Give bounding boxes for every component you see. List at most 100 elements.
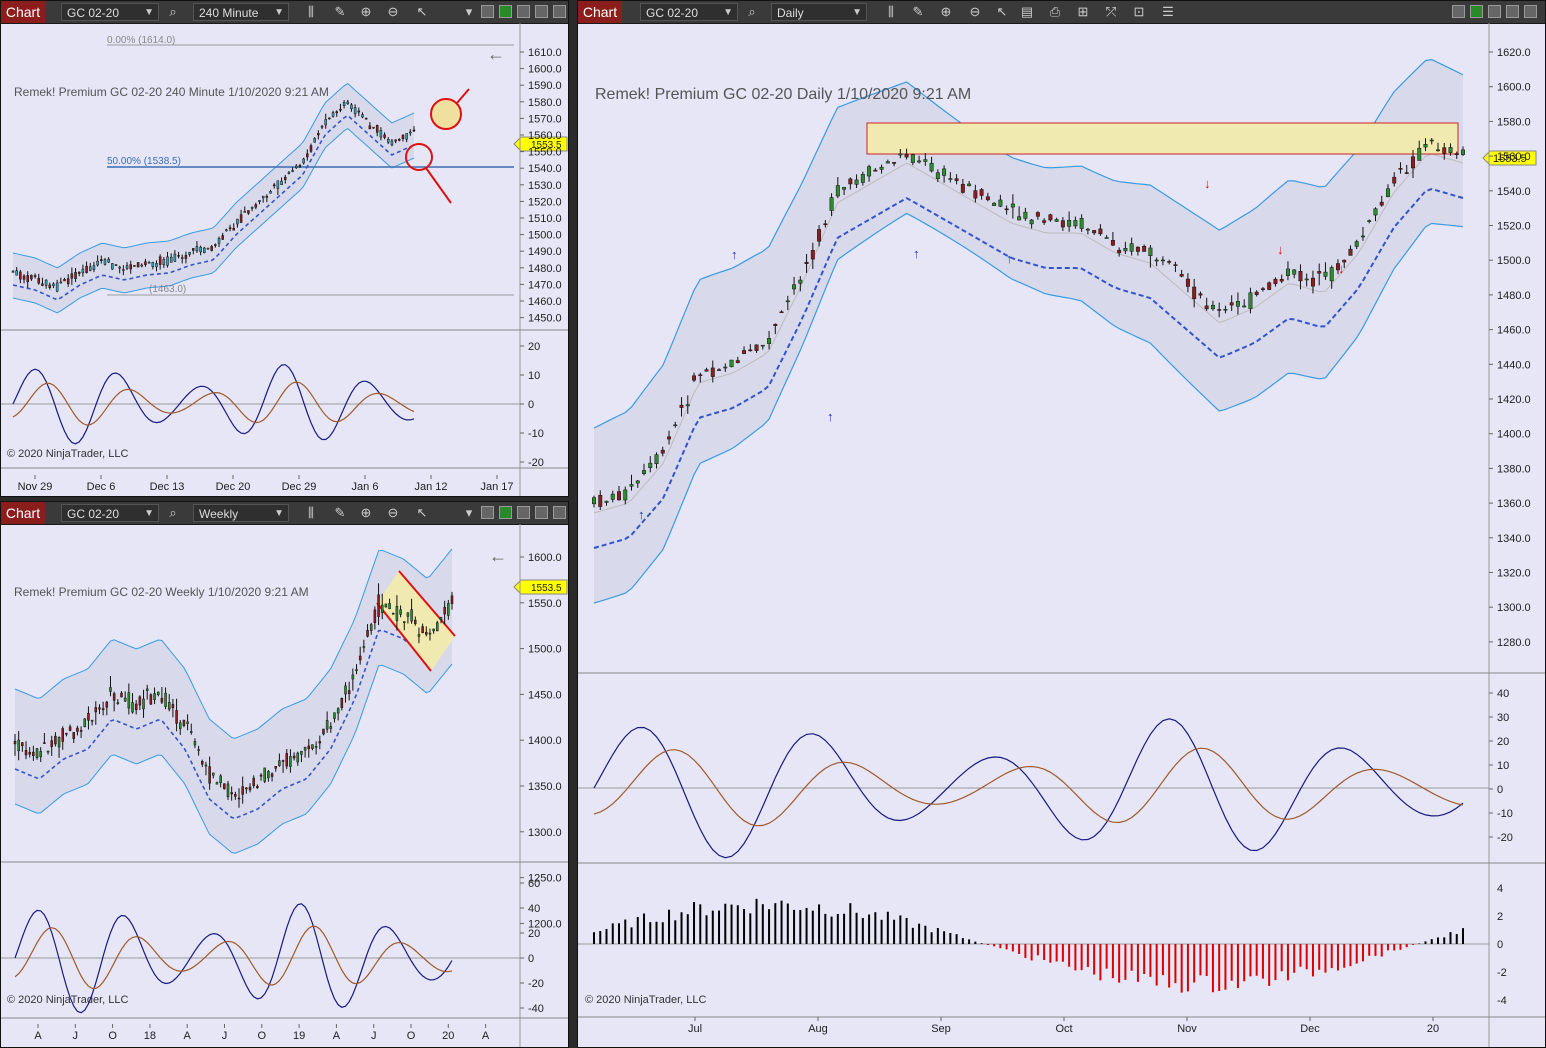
- candle-body: [155, 263, 158, 268]
- chart-tab[interactable]: Chart: [578, 1, 622, 23]
- interval-selector[interactable]: Weekly ▼: [193, 504, 289, 522]
- candle-body: [153, 693, 156, 700]
- window-restore-down-button[interactable]: [1506, 5, 1519, 18]
- oscillator-fast-line: [593, 718, 1464, 859]
- time-tick-label: Dec: [1300, 1023, 1320, 1035]
- candle-body: [245, 787, 248, 790]
- screenshot-icon[interactable]: ⎙: [1049, 4, 1061, 19]
- search-icon[interactable]: ⌕: [169, 4, 177, 19]
- pointer-icon[interactable]: ↖: [996, 4, 1008, 19]
- candle-body: [967, 183, 972, 187]
- search-icon[interactable]: ⌕: [169, 505, 177, 520]
- pencil-icon[interactable]: ✎: [334, 4, 346, 19]
- candle-body: [298, 165, 302, 167]
- candle-body: [1423, 144, 1428, 148]
- time-tick-label: 19: [293, 1030, 305, 1042]
- zoom-in-icon[interactable]: ⊕: [360, 4, 372, 19]
- candle-body: [1117, 249, 1122, 254]
- window-maximize-button[interactable]: [517, 5, 530, 18]
- candle-body: [1042, 220, 1047, 223]
- candle-body: [167, 702, 171, 710]
- chart-daily-canvas[interactable]: ↑ ↑ ↑ ↑ ↑ ↓ ↓ ↓ 1553.5 1620.0 1600.0 1580.0 1560.0 15…: [578, 23, 1545, 1047]
- candle-body: [377, 594, 380, 617]
- chart-weekly-canvas[interactable]: ← 1553.5 1600.0 1550.0 1500.0 1450.0 1400.0 135…: [1, 524, 568, 1047]
- pencil-icon[interactable]: ✎: [334, 505, 346, 520]
- price-tick-label: 1360.0: [1497, 498, 1531, 510]
- candle-body: [156, 691, 160, 695]
- properties-icon[interactable]: ▤: [1020, 4, 1034, 19]
- window-restore-button[interactable]: [1452, 5, 1465, 18]
- chart-window-weekly: Chart GC 02-20 ▼ ⌕ Weekly ▼ ⫼ ✎ ⊕ ⊖ ↖ ▾ ← 1…: [0, 501, 569, 1048]
- candle-body: [66, 278, 70, 284]
- window-maximize-button[interactable]: [517, 506, 530, 519]
- window-close-button[interactable]: [553, 506, 566, 519]
- candle-body: [403, 621, 406, 623]
- histogram-bar: [599, 931, 602, 944]
- histogram-bar: [680, 912, 683, 944]
- templates-icon[interactable]: ⊡: [1133, 4, 1145, 19]
- time-tick-label: J: [222, 1030, 228, 1042]
- candle-body: [295, 165, 298, 169]
- bar-type-icon[interactable]: ⫼: [308, 4, 314, 19]
- candle-body: [175, 710, 178, 724]
- price-tick-label: 1200.0: [528, 918, 562, 930]
- price-tick-label: 1500.0: [1497, 255, 1531, 267]
- zoom-in-icon[interactable]: ⊕: [360, 505, 372, 520]
- histogram-bar: [1386, 944, 1389, 951]
- candle-body: [436, 622, 439, 632]
- histogram-bar: [1430, 939, 1433, 944]
- oscillator-tick-label: -10: [528, 428, 544, 440]
- window-close-button[interactable]: [553, 5, 566, 18]
- histogram-bar: [1280, 944, 1283, 972]
- menu-icon[interactable]: ☰: [1162, 4, 1174, 19]
- window-restore-down-button[interactable]: [535, 5, 548, 18]
- candle-body: [1273, 278, 1278, 284]
- window-restore-button[interactable]: [481, 5, 494, 18]
- window-link-button[interactable]: [1470, 5, 1483, 18]
- candle-body: [210, 246, 213, 251]
- instrument-selector[interactable]: GC 02-20 ▼: [61, 504, 159, 522]
- chart-240min-canvas[interactable]: 0.00% (1614.0) 50.00% (1538.5) (1463.0) ← 15…: [1, 23, 568, 496]
- interval-selector[interactable]: 240 Minute ▼: [193, 3, 289, 21]
- chevron-down-icon[interactable]: ▾: [465, 4, 473, 19]
- bar-type-icon[interactable]: ⫼: [888, 4, 894, 19]
- pointer-icon[interactable]: ↖: [416, 4, 428, 19]
- window-restore-button[interactable]: [481, 506, 494, 519]
- bar-type-icon[interactable]: ⫼: [308, 505, 314, 520]
- instrument-selector[interactable]: GC 02-20 ▼: [61, 3, 159, 21]
- strategy-icon[interactable]: ⊞: [1077, 4, 1089, 19]
- interval-selector[interactable]: Daily ▼: [771, 3, 867, 21]
- zoom-out-icon[interactable]: ⊖: [969, 4, 981, 19]
- histogram-bar: [1355, 944, 1358, 964]
- chart-tab[interactable]: Chart: [1, 1, 45, 23]
- candle-body: [785, 300, 790, 303]
- window-link-button[interactable]: [499, 5, 512, 18]
- candle-body: [1010, 203, 1015, 208]
- window-close-button[interactable]: [1524, 5, 1537, 18]
- indicators-icon[interactable]: ⤱: [1105, 4, 1117, 19]
- search-icon[interactable]: ⌕: [748, 4, 756, 19]
- candle-body: [180, 257, 184, 259]
- instrument-label: GC 02-20: [646, 6, 699, 20]
- candle-body: [368, 125, 372, 130]
- histogram-bar: [1005, 944, 1008, 950]
- candle-body: [46, 750, 50, 753]
- zoom-in-icon[interactable]: ⊕: [940, 4, 952, 19]
- histogram-bar: [1186, 944, 1189, 992]
- chevron-down-icon[interactable]: ▾: [465, 505, 473, 520]
- zoom-out-icon[interactable]: ⊖: [387, 505, 399, 520]
- instrument-selector[interactable]: GC 02-20 ▼: [640, 3, 738, 21]
- window-link-button[interactable]: [499, 506, 512, 519]
- histogram-bar: [1343, 944, 1346, 968]
- candle-body: [355, 669, 358, 671]
- candle-body: [1160, 259, 1165, 262]
- histogram-bar: [899, 915, 902, 944]
- fib-low-label: (1463.0): [149, 284, 186, 295]
- chart-tab[interactable]: Chart: [1, 502, 45, 524]
- window-restore-down-button[interactable]: [535, 506, 548, 519]
- candle-body: [1204, 305, 1209, 310]
- zoom-out-icon[interactable]: ⊖: [387, 4, 399, 19]
- pencil-icon[interactable]: ✎: [912, 4, 924, 19]
- window-maximize-button[interactable]: [1488, 5, 1501, 18]
- pointer-icon[interactable]: ↖: [416, 505, 428, 520]
